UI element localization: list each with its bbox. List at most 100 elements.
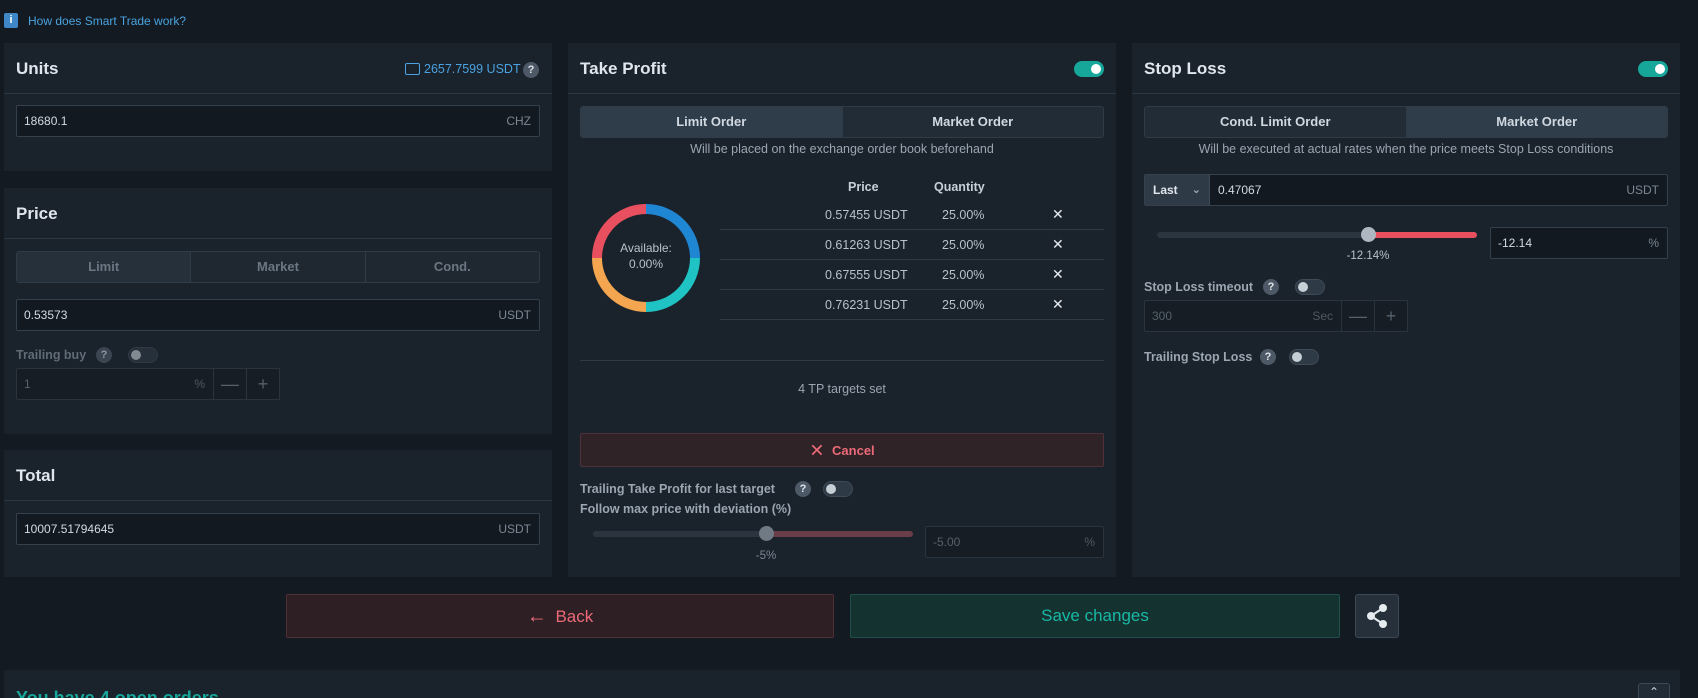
donut-segment: [646, 204, 700, 258]
price-title: Price: [16, 204, 58, 223]
tp-target-price: 0.76231 USDT: [825, 298, 908, 312]
tp-deviation-input[interactable]: -5.00 %: [925, 526, 1104, 558]
sl-slider-thumb[interactable]: [1361, 227, 1376, 242]
total-value: 10007.51794645: [24, 522, 115, 536]
share-button[interactable]: [1355, 594, 1399, 638]
tp-slider-track-active: [766, 531, 913, 537]
total-input[interactable]: 10007.51794645 USDT: [16, 513, 540, 545]
tp-target-row: 0.57455 USDT 25.00% ✕: [720, 200, 1104, 230]
sl-trailing-help-icon[interactable]: ?: [1260, 349, 1276, 365]
trailing-buy-value: 1: [24, 377, 31, 391]
tp-target-price: 0.61263 USDT: [825, 238, 908, 252]
tp-allocation-donut: [592, 204, 700, 312]
trailing-buy-increment[interactable]: +: [246, 368, 280, 400]
stop-loss-title: Stop Loss: [1144, 59, 1227, 78]
back-button[interactable]: ← Back: [286, 594, 834, 638]
sl-timeout-decrement[interactable]: —: [1341, 300, 1375, 332]
tp-target-row: 0.61263 USDT 25.00% ✕: [720, 230, 1104, 260]
donut-segment: [592, 204, 646, 258]
stop-loss-toggle[interactable]: [1638, 61, 1668, 77]
trailing-buy-help-icon[interactable]: ?: [96, 347, 112, 363]
sl-trailing-label: Trailing Stop Loss: [1144, 350, 1253, 364]
remove-target-icon[interactable]: ✕: [1052, 266, 1064, 282]
tab-cond[interactable]: Cond.: [365, 252, 539, 282]
price-type-tabs: Limit Market Cond.: [16, 251, 540, 283]
units-balance[interactable]: 2657.7599 USDT: [424, 62, 521, 76]
tab-limit[interactable]: Limit: [17, 252, 192, 282]
tp-deviation-suffix: %: [1084, 535, 1095, 549]
stop-loss-order-tabs: Cond. Limit Order Market Order: [1144, 106, 1668, 138]
trailing-buy-toggle[interactable]: [128, 347, 158, 363]
take-profit-toggle[interactable]: [1074, 61, 1104, 77]
total-suffix: USDT: [498, 522, 531, 536]
sl-price-suffix: USDT: [1626, 183, 1659, 197]
sl-timeout-help-icon[interactable]: ?: [1263, 279, 1279, 295]
collapse-button[interactable]: ⌃: [1638, 683, 1670, 698]
tp-target-price: 0.67555 USDT: [825, 268, 908, 282]
tab-sl-market-order[interactable]: Market Order: [1406, 107, 1667, 137]
tp-trailing-toggle[interactable]: [823, 481, 853, 497]
tp-target-quantity: 25.00%: [942, 268, 985, 282]
tp-cancel-label: Cancel: [832, 442, 875, 458]
sl-trailing-toggle[interactable]: [1289, 349, 1319, 365]
tp-trailing-help-icon[interactable]: ?: [795, 481, 811, 497]
sl-percent-input[interactable]: -12.14 %: [1490, 227, 1668, 259]
sl-slider-track-active: [1368, 232, 1477, 238]
tab-tp-limit-order[interactable]: Limit Order: [581, 107, 843, 137]
sl-price-type-select[interactable]: Last ⌄: [1145, 175, 1210, 205]
sl-timeout-input[interactable]: 300 Sec: [1144, 300, 1342, 332]
tp-target-price: 0.57455 USDT: [825, 208, 908, 222]
tp-deviation-value: -5.00: [933, 535, 961, 549]
tp-slider-track-inactive: [593, 531, 766, 537]
chevron-up-icon: ⌃: [1648, 685, 1660, 698]
donut-available-label: Available:: [620, 241, 672, 255]
sl-slider-value: -12.14%: [1346, 250, 1390, 262]
sl-percent-slider[interactable]: [1157, 227, 1477, 242]
trailing-buy-label: Trailing buy: [16, 348, 87, 362]
sl-timeout-increment[interactable]: +: [1374, 300, 1408, 332]
price-suffix: USDT: [498, 308, 531, 322]
tab-market[interactable]: Market: [191, 252, 366, 282]
tab-tp-market-order[interactable]: Market Order: [842, 107, 1103, 137]
price-value: 0.53573: [24, 308, 68, 322]
remove-target-icon[interactable]: ✕: [1052, 296, 1064, 312]
tp-col-quantity: Quantity: [934, 180, 985, 194]
save-label: Save changes: [1041, 606, 1149, 625]
units-input[interactable]: 18680.1 CHZ: [16, 105, 540, 137]
arrow-left-icon: ←: [526, 605, 547, 628]
sl-timeout-toggle[interactable]: [1295, 279, 1325, 295]
tp-col-price: Price: [848, 180, 879, 194]
tp-target-row: 0.76231 USDT 25.00% ✕: [720, 290, 1104, 320]
tp-slider-thumb[interactable]: [759, 526, 774, 541]
donut-available-value: 0.00%: [628, 257, 664, 271]
take-profit-note: Will be placed on the exchange order boo…: [690, 142, 994, 156]
donut-segment: [646, 258, 700, 312]
trailing-buy-input[interactable]: 1 %: [16, 368, 214, 400]
price-input[interactable]: 0.53573 USDT: [16, 299, 540, 331]
sl-price-input[interactable]: Last ⌄ 0.47067 USDT: [1144, 174, 1668, 206]
tab-sl-cond-limit-order[interactable]: Cond. Limit Order: [1145, 107, 1407, 137]
tp-slider-value: -5%: [755, 550, 777, 562]
balance-help-icon[interactable]: ?: [523, 62, 539, 78]
tp-deviation-slider[interactable]: [593, 526, 913, 541]
open-orders-panel: You have 4 open orders ⌃: [4, 670, 1680, 698]
help-link[interactable]: How does Smart Trade work?: [28, 14, 187, 28]
units-title: Units: [16, 59, 59, 78]
save-changes-button[interactable]: Save changes: [850, 594, 1340, 638]
back-label: Back: [555, 606, 594, 626]
units-panel: Units 2657.7599 USDT ? 18680.1 CHZ: [4, 43, 552, 171]
tp-cancel-button[interactable]: ✕ Cancel: [580, 433, 1104, 467]
donut-segment: [592, 258, 646, 312]
share-icon: [1367, 604, 1387, 628]
info-icon: i: [4, 13, 18, 28]
remove-target-icon[interactable]: ✕: [1052, 236, 1064, 252]
tp-trailing-label: Trailing Take Profit for last target: [580, 482, 775, 496]
take-profit-title: Take Profit: [580, 59, 667, 78]
units-value: 18680.1: [24, 114, 68, 128]
sl-price-type: Last: [1153, 183, 1178, 197]
trailing-buy-decrement[interactable]: —: [213, 368, 247, 400]
sl-timeout-suffix: Sec: [1312, 309, 1333, 323]
take-profit-order-tabs: Limit Order Market Order: [580, 106, 1104, 138]
remove-target-icon[interactable]: ✕: [1052, 206, 1064, 222]
sl-timeout-value: 300: [1152, 309, 1173, 323]
